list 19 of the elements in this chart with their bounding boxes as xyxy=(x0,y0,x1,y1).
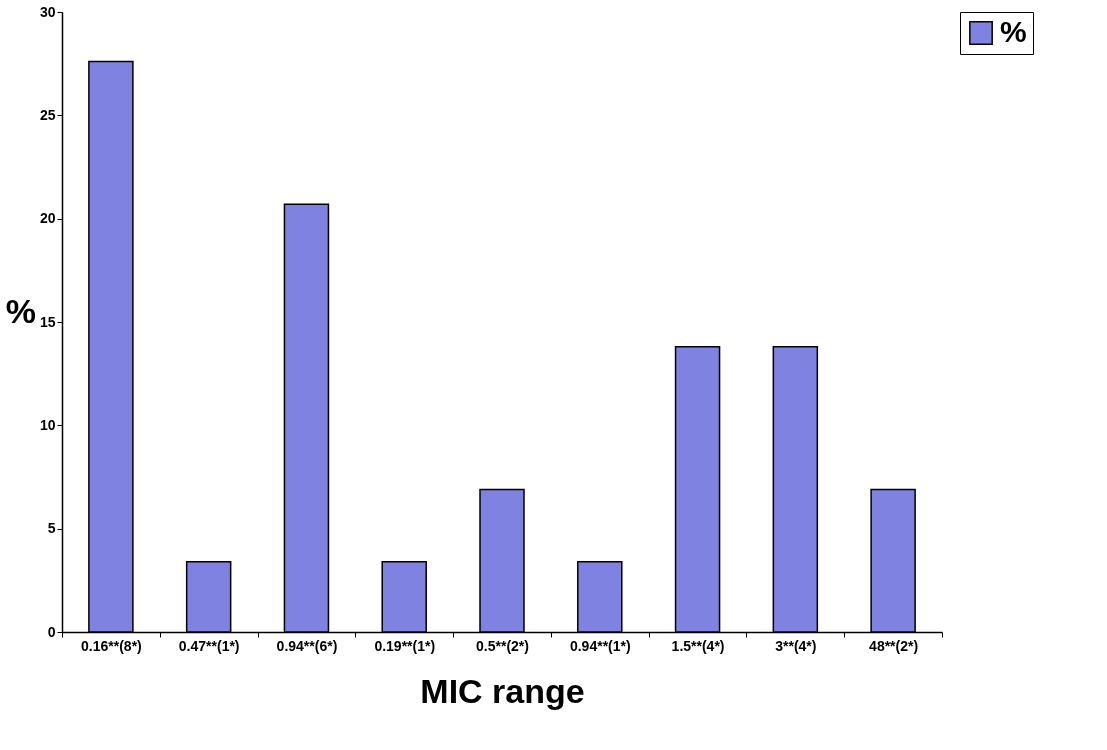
y-tick-label: 25 xyxy=(39,106,56,123)
y-axis-title: % xyxy=(5,291,36,330)
y-tick-label: 15 xyxy=(39,313,56,330)
x-tick-label: 0.94**(6*) xyxy=(276,637,338,654)
x-tick-label: 0.16**(8*) xyxy=(81,637,142,654)
x-tick-label: 1.5**(4*) xyxy=(671,637,725,654)
y-tick-label: 5 xyxy=(47,520,56,537)
y-tick-label: 20 xyxy=(39,210,56,227)
x-tick-label: 0.47**(1*) xyxy=(178,637,240,654)
y-tick-label: 10 xyxy=(39,416,56,433)
x-tick-label: 0.5**(2*) xyxy=(476,637,529,654)
x-tick-label: 0.19**(1*) xyxy=(374,637,436,654)
x-tick-label: 3**(4*) xyxy=(775,637,817,654)
y-tick-label: 0 xyxy=(47,623,56,640)
x-tick-label: 48**(2*) xyxy=(869,637,919,654)
legend-label: % xyxy=(1000,15,1027,48)
x-tick-label: 0.94**(1*) xyxy=(569,637,631,654)
y-tick-label: 30 xyxy=(39,3,56,20)
x-axis-title: MIC range xyxy=(420,671,585,710)
